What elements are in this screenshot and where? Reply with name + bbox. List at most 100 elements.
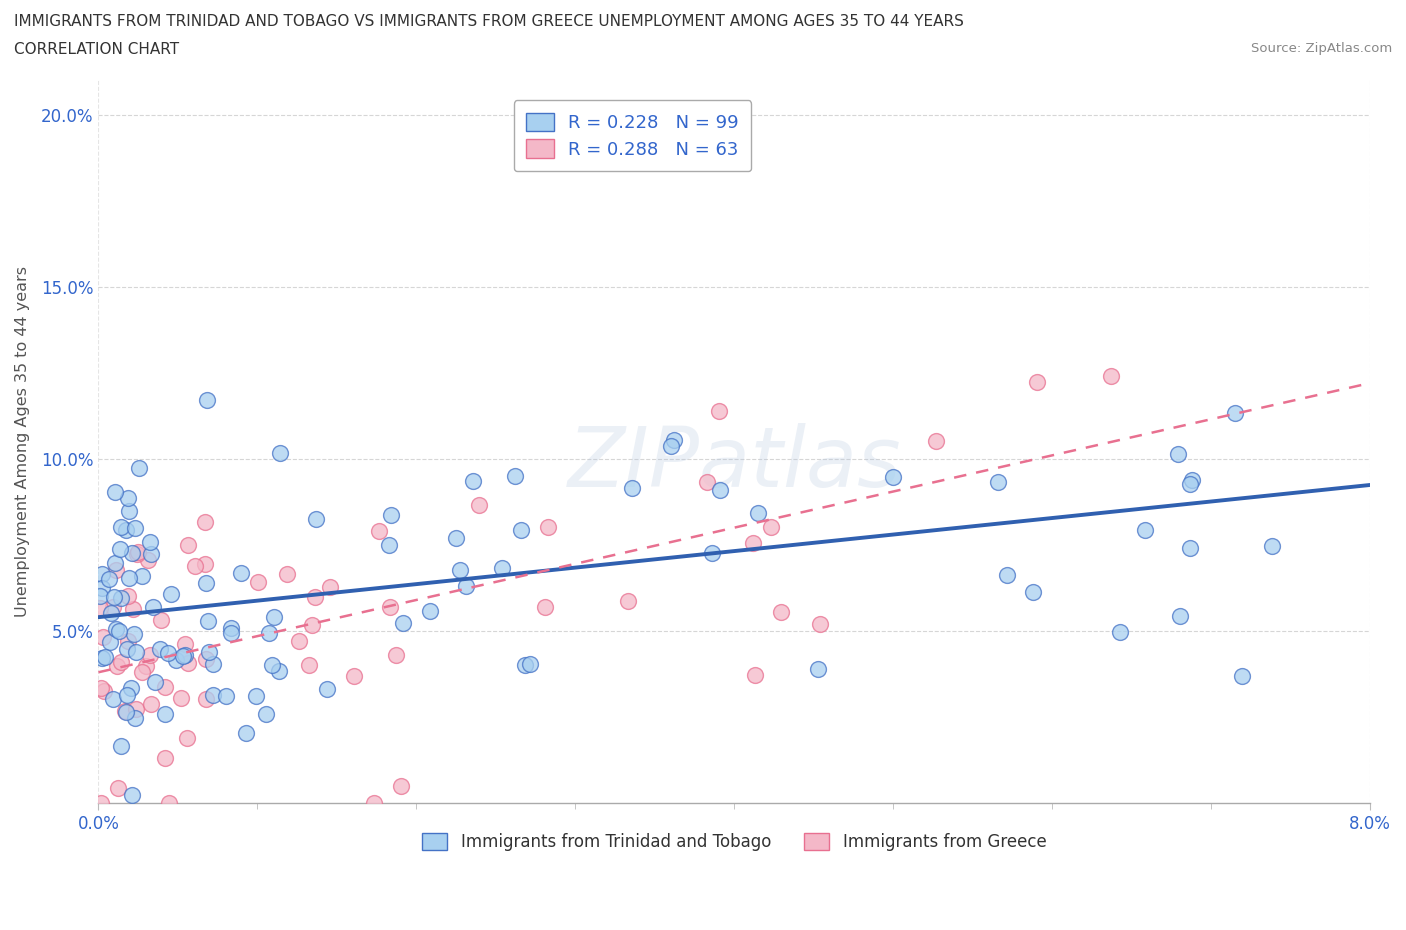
Point <box>159 587 181 602</box>
Point <box>177 656 200 671</box>
Point <box>107 658 129 673</box>
Point <box>995 567 1018 582</box>
Point <box>709 483 731 498</box>
Point <box>90 680 112 695</box>
Point <box>128 461 150 476</box>
Point <box>149 642 172 657</box>
Point <box>1225 405 1247 420</box>
Point <box>254 707 277 722</box>
Point <box>219 626 242 641</box>
Point <box>378 538 401 552</box>
Point <box>117 570 139 585</box>
Point <box>127 546 149 561</box>
Point <box>696 474 718 489</box>
Point <box>659 439 682 454</box>
Point <box>1109 625 1132 640</box>
Point <box>298 658 321 672</box>
Point <box>509 522 531 537</box>
Point <box>105 621 128 636</box>
Point <box>1026 375 1049 390</box>
Point <box>101 600 124 615</box>
Point <box>90 580 112 595</box>
Point <box>198 644 221 659</box>
Point <box>122 626 145 641</box>
Point <box>136 552 159 567</box>
Point <box>118 504 141 519</box>
Point <box>491 560 513 575</box>
Point <box>707 404 730 418</box>
Y-axis label: Unemployment Among Ages 35 to 44 years: Unemployment Among Ages 35 to 44 years <box>15 266 30 618</box>
Point <box>103 590 125 604</box>
Point <box>1022 584 1045 599</box>
Point <box>195 576 218 591</box>
Point <box>110 738 132 753</box>
Point <box>304 589 326 604</box>
Point <box>882 470 904 485</box>
Point <box>195 392 218 407</box>
Point <box>987 474 1010 489</box>
Point <box>269 445 291 460</box>
Point <box>115 705 138 720</box>
Point <box>419 604 441 618</box>
Point <box>174 647 197 662</box>
Legend: Immigrants from Trinidad and Tobago, Immigrants from Greece: Immigrants from Trinidad and Tobago, Imm… <box>413 825 1054 860</box>
Point <box>131 569 153 584</box>
Point <box>1178 540 1201 555</box>
Point <box>131 664 153 679</box>
Point <box>157 645 180 660</box>
Point <box>449 562 471 577</box>
Point <box>110 655 132 670</box>
Point <box>143 675 166 690</box>
Point <box>91 566 114 581</box>
Point <box>316 682 339 697</box>
Point <box>389 778 412 793</box>
Point <box>262 658 284 672</box>
Point <box>925 433 948 448</box>
Point <box>107 781 129 796</box>
Point <box>165 653 187 668</box>
Point <box>391 615 413 630</box>
Point <box>94 649 117 664</box>
Point <box>173 637 195 652</box>
Point <box>759 520 782 535</box>
Point <box>454 578 477 593</box>
Point <box>121 546 143 561</box>
Point <box>288 633 311 648</box>
Text: Source: ZipAtlas.com: Source: ZipAtlas.com <box>1251 42 1392 55</box>
Point <box>195 652 218 667</box>
Point <box>176 538 198 552</box>
Point <box>301 618 323 632</box>
Point <box>114 704 136 719</box>
Point <box>770 604 793 619</box>
Point <box>368 524 391 538</box>
Point <box>138 535 160 550</box>
Point <box>513 658 536 672</box>
Point <box>110 520 132 535</box>
Point <box>380 600 402 615</box>
Point <box>1133 522 1156 537</box>
Point <box>115 687 138 702</box>
Point <box>263 609 285 624</box>
Point <box>1181 472 1204 487</box>
Point <box>276 566 298 581</box>
Point <box>1167 446 1189 461</box>
Point <box>620 480 643 495</box>
Point <box>121 788 143 803</box>
Text: CORRELATION CHART: CORRELATION CHART <box>14 42 179 57</box>
Point <box>808 617 831 631</box>
Point <box>135 658 157 673</box>
Point <box>201 657 224 671</box>
Point <box>1099 369 1122 384</box>
Point <box>184 559 207 574</box>
Point <box>139 697 162 711</box>
Point <box>246 575 269 590</box>
Point <box>269 664 291 679</box>
Point <box>155 751 177 765</box>
Point <box>120 681 142 696</box>
Point <box>91 651 114 666</box>
Point <box>807 661 830 676</box>
Point <box>363 796 385 811</box>
Point <box>90 796 112 811</box>
Point <box>176 730 198 745</box>
Point <box>125 701 148 716</box>
